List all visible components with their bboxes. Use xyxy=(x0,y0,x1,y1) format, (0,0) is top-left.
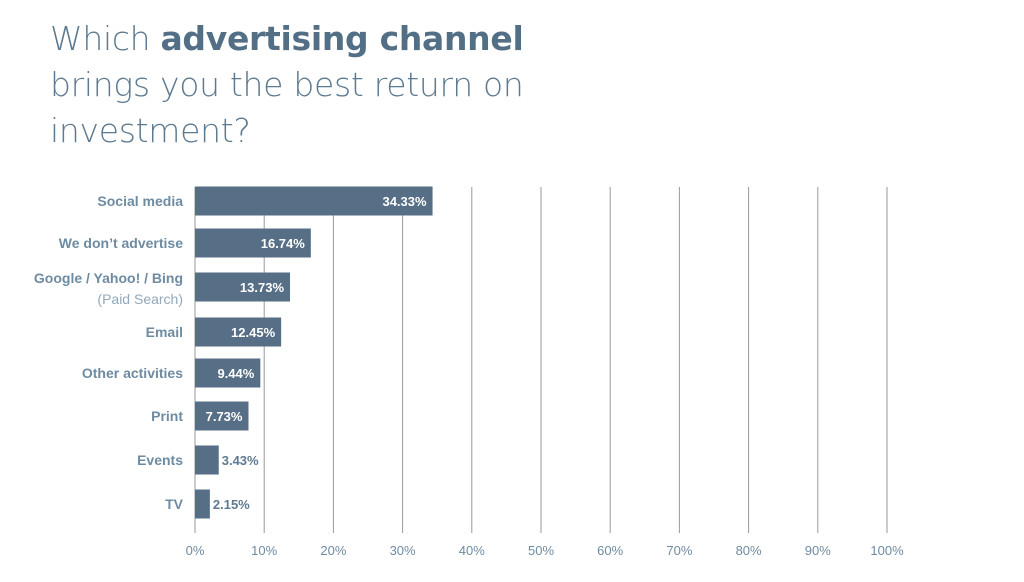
category-label: TV xyxy=(165,496,184,512)
category-label: Social media xyxy=(97,193,183,209)
x-tick-label: 90% xyxy=(805,543,831,558)
category-label: Email xyxy=(146,324,183,340)
bar-0 xyxy=(195,186,433,216)
x-tick-label: 50% xyxy=(528,543,554,558)
bar-1 xyxy=(195,228,311,258)
x-tick-label: 20% xyxy=(320,543,346,558)
bar-4 xyxy=(195,358,261,388)
x-tick-label: 70% xyxy=(666,543,692,558)
title-emphasis: advertising channel xyxy=(160,19,524,58)
category-label: Other activities xyxy=(82,365,183,381)
bar-value-label: 13.73% xyxy=(240,280,285,295)
bar-value-label: 34.33% xyxy=(382,194,427,209)
bar-value-label: 3.43% xyxy=(222,453,259,468)
x-tick-label: 0% xyxy=(186,543,205,558)
title-suffix: brings you the best return on investment… xyxy=(50,65,524,150)
category-label: Events xyxy=(137,452,183,468)
title-prefix: Which xyxy=(50,19,161,58)
category-label: Print xyxy=(151,408,183,424)
bar-5 xyxy=(195,401,249,431)
x-tick-label: 10% xyxy=(251,543,277,558)
category-label: Google / Yahoo! / Bing xyxy=(34,270,183,286)
bar-value-label: 12.45% xyxy=(231,325,276,340)
bar-value-label: 16.74% xyxy=(261,236,306,251)
bar-6 xyxy=(195,445,219,475)
category-label: We don’t advertise xyxy=(59,235,183,251)
bar-value-label: 9.44% xyxy=(217,366,254,381)
x-tick-label: 40% xyxy=(459,543,485,558)
bar-7 xyxy=(195,489,210,519)
x-tick-label: 80% xyxy=(736,543,762,558)
bar-3 xyxy=(195,317,282,347)
x-tick-label: 100% xyxy=(870,543,904,558)
chart-title: Which advertising channel brings you the… xyxy=(50,16,610,154)
bar-2 xyxy=(195,272,291,302)
bar-value-label: 7.73% xyxy=(206,409,243,424)
x-tick-label: 30% xyxy=(390,543,416,558)
bar-value-label: 2.15% xyxy=(213,497,250,512)
x-tick-label: 60% xyxy=(597,543,623,558)
category-sublabel: (Paid Search) xyxy=(97,291,183,307)
